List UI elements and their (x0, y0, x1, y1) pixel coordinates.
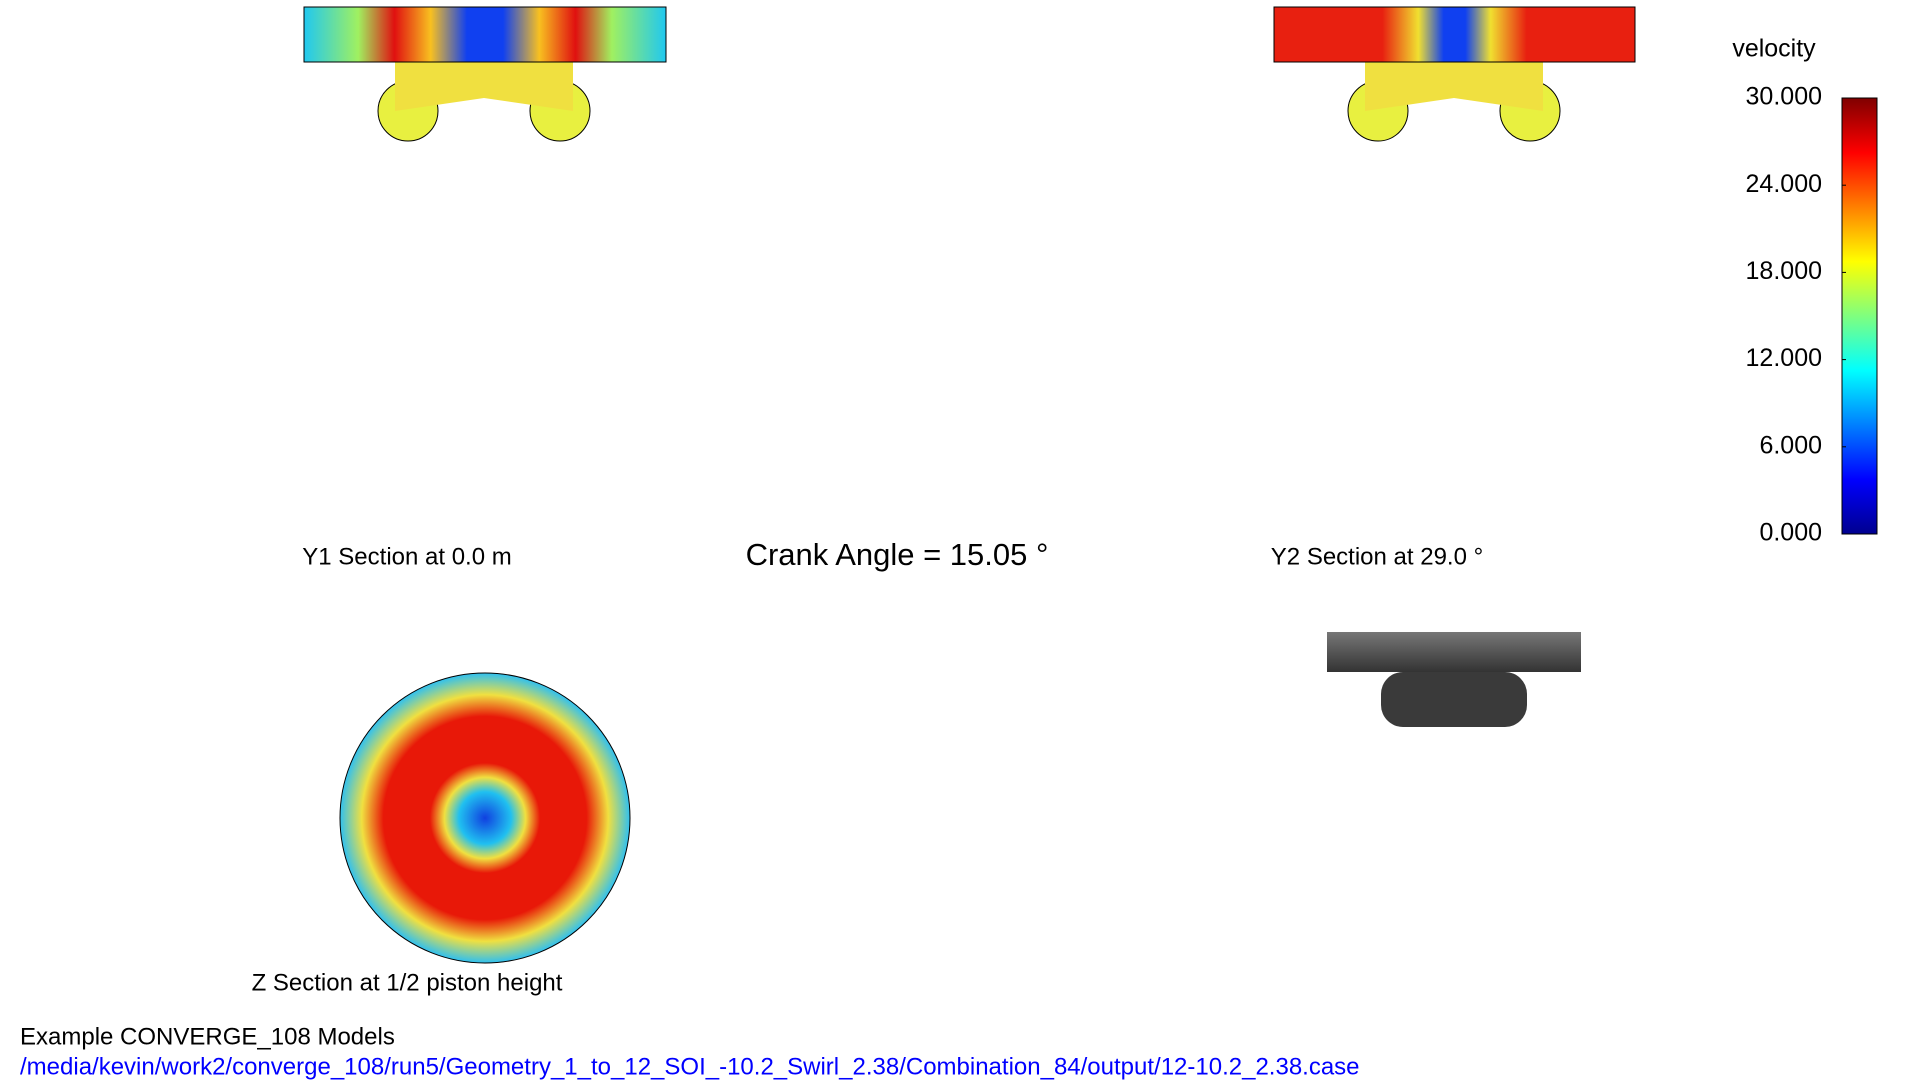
colorbar (1841, 97, 1878, 535)
y2-section-render (1273, 6, 1636, 142)
colorbar-tick-label: 24.000 (1746, 170, 1822, 198)
z-section-render (339, 672, 631, 964)
colorbar-title: velocity (1732, 35, 1816, 63)
colorbar-tick-label: 30.000 (1746, 83, 1822, 111)
gray-geometry-render (1327, 632, 1581, 727)
colorbar-tick-label: 18.000 (1746, 257, 1822, 285)
y1-section-render (303, 6, 667, 142)
footer-path: /media/kevin/work2/converge_108/run5/Geo… (20, 1053, 1360, 1080)
z-label: Z Section at 1/2 piston height (252, 969, 563, 996)
colorbar-tick-label: 6.000 (1759, 431, 1822, 459)
y2-label: Y2 Section at 29.0 ° (1271, 543, 1483, 570)
y1-label: Y1 Section at 0.0 m (302, 543, 511, 570)
colorbar-tick-label: 0.000 (1759, 519, 1822, 547)
crank-angle: Crank Angle = 15.05 ° (746, 537, 1049, 572)
colorbar-tick-label: 12.000 (1746, 344, 1822, 372)
footer-title: Example CONVERGE_108 Models (20, 1023, 395, 1050)
